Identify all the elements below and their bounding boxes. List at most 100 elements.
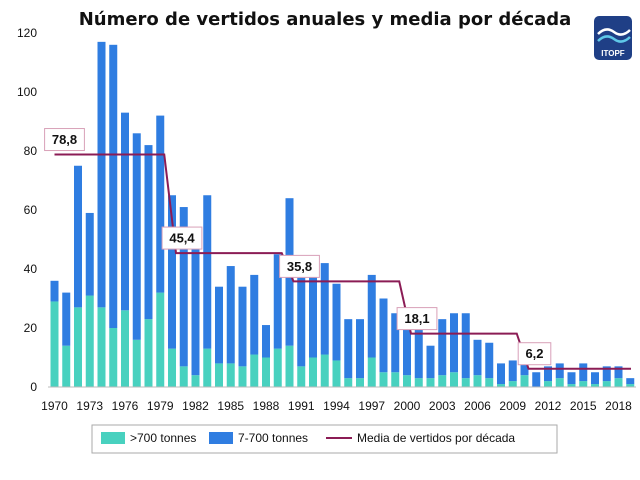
bar-large-spills xyxy=(450,372,458,387)
bar-medium-spills xyxy=(567,372,576,385)
bar-large-spills xyxy=(520,375,529,387)
bar-medium-spills xyxy=(473,339,482,376)
y-tick-label: 20 xyxy=(24,321,38,335)
bar-medium-spills xyxy=(215,286,223,364)
y-tick-label: 40 xyxy=(24,262,38,276)
bar-medium-spills xyxy=(461,313,470,379)
bar-large-spills xyxy=(250,354,259,387)
bar-large-spills xyxy=(344,378,353,387)
bar-medium-spills xyxy=(50,280,59,302)
bar-medium-spills xyxy=(262,325,270,358)
legend: >700 tonnes 7-700 tonnes Media de vertid… xyxy=(91,424,558,454)
bar-large-spills xyxy=(273,348,282,387)
bar-large-spills xyxy=(567,384,576,387)
legend-swatch-large-spills xyxy=(101,432,125,444)
average-step-line xyxy=(54,153,631,370)
average-label-text: 35,8 xyxy=(287,259,312,274)
bar-large-spills xyxy=(403,375,411,387)
average-label-text: 78,8 xyxy=(52,132,77,147)
x-tick-label: 1994 xyxy=(323,399,350,413)
bar-medium-spills xyxy=(74,165,82,308)
bar-large-spills xyxy=(309,357,317,387)
y-tick-label: 120 xyxy=(17,26,37,40)
average-label: 45,4 xyxy=(161,226,203,250)
bar-large-spills xyxy=(356,378,364,387)
logo-text: ITOPF xyxy=(601,49,625,58)
average-label-box xyxy=(44,128,85,152)
average-label-text: 45,4 xyxy=(169,231,195,246)
bar-large-spills xyxy=(497,384,505,387)
average-label: 78,8 xyxy=(44,128,85,152)
chart-title: Número de vertidos anuales y media por d… xyxy=(79,9,572,30)
bar-medium-spills xyxy=(520,360,529,376)
bar-large-spills xyxy=(156,292,165,387)
bar-medium-spills xyxy=(367,274,376,358)
bar-medium-spills xyxy=(238,286,247,367)
bar-large-spills xyxy=(461,378,470,387)
bar-large-spills xyxy=(215,363,223,387)
average-label: 6,2 xyxy=(517,342,552,366)
average-label: 18,1 xyxy=(396,307,438,331)
bar-large-spills xyxy=(109,328,118,387)
bar-medium-spills xyxy=(485,342,494,379)
y-tick-label: 80 xyxy=(24,144,38,158)
bar-large-spills xyxy=(74,307,82,387)
bar-medium-spills xyxy=(602,366,611,382)
bar-medium-spills xyxy=(226,266,235,364)
bar-medium-spills xyxy=(273,254,282,349)
bar-large-spills xyxy=(132,339,141,387)
bar-medium-spills xyxy=(379,298,388,373)
bar-medium-spills xyxy=(450,313,458,373)
legend-label-average: Media de vertidos por década xyxy=(357,431,515,445)
bar-medium-spills xyxy=(332,283,341,361)
bar-large-spills xyxy=(285,345,294,387)
bar-large-spills xyxy=(614,378,623,387)
average-label-box xyxy=(396,307,438,331)
bar-medium-spills xyxy=(356,319,364,379)
bar-medium-spills xyxy=(156,115,165,293)
bar-large-spills xyxy=(297,366,306,387)
x-tick-label: 1997 xyxy=(358,399,385,413)
bar-medium-spills xyxy=(414,325,423,379)
bar-medium-spills xyxy=(497,363,505,385)
bar-large-spills xyxy=(85,295,94,387)
bar-large-spills xyxy=(320,354,329,387)
bar-large-spills xyxy=(191,375,200,387)
average-label-box xyxy=(517,342,552,366)
bar-large-spills xyxy=(367,357,376,387)
bar-medium-spills xyxy=(579,363,588,382)
bar-large-spills xyxy=(144,319,153,387)
bar-large-spills xyxy=(414,378,423,387)
bar-large-spills xyxy=(555,378,564,387)
bar-medium-spills xyxy=(544,366,552,382)
x-tick-label: 1982 xyxy=(182,399,209,413)
bar-large-spills xyxy=(544,381,552,387)
bar-medium-spills xyxy=(426,345,435,379)
y-tick-label: 0 xyxy=(30,380,37,394)
bar-large-spills xyxy=(332,360,341,387)
bar-medium-spills xyxy=(62,292,71,346)
itopf-logo: ITOPF xyxy=(594,16,632,60)
bar-large-spills xyxy=(379,372,388,387)
bar-medium-spills xyxy=(121,112,129,311)
bar-medium-spills xyxy=(297,277,306,367)
bar-large-spills xyxy=(626,384,635,387)
bar-large-spills xyxy=(508,381,517,387)
bar-large-spills xyxy=(226,363,235,387)
x-tick-label: 1985 xyxy=(217,399,244,413)
bar-medium-spills xyxy=(144,145,153,320)
legend-label-large-spills: >700 tonnes xyxy=(130,431,196,445)
bar-medium-spills xyxy=(508,360,517,382)
x-tick-label: 1979 xyxy=(147,399,174,413)
x-tick-label: 1973 xyxy=(76,399,103,413)
bars xyxy=(50,41,635,387)
bar-medium-spills xyxy=(191,239,200,376)
x-tick-label: 1970 xyxy=(41,399,68,413)
bar-large-spills xyxy=(62,345,71,387)
legend-box xyxy=(91,424,558,454)
bar-large-spills xyxy=(50,301,59,387)
bar-medium-spills xyxy=(85,212,94,296)
bar-large-spills xyxy=(97,307,106,387)
bar-large-spills xyxy=(485,378,494,387)
x-tick-label: 2003 xyxy=(429,399,456,413)
